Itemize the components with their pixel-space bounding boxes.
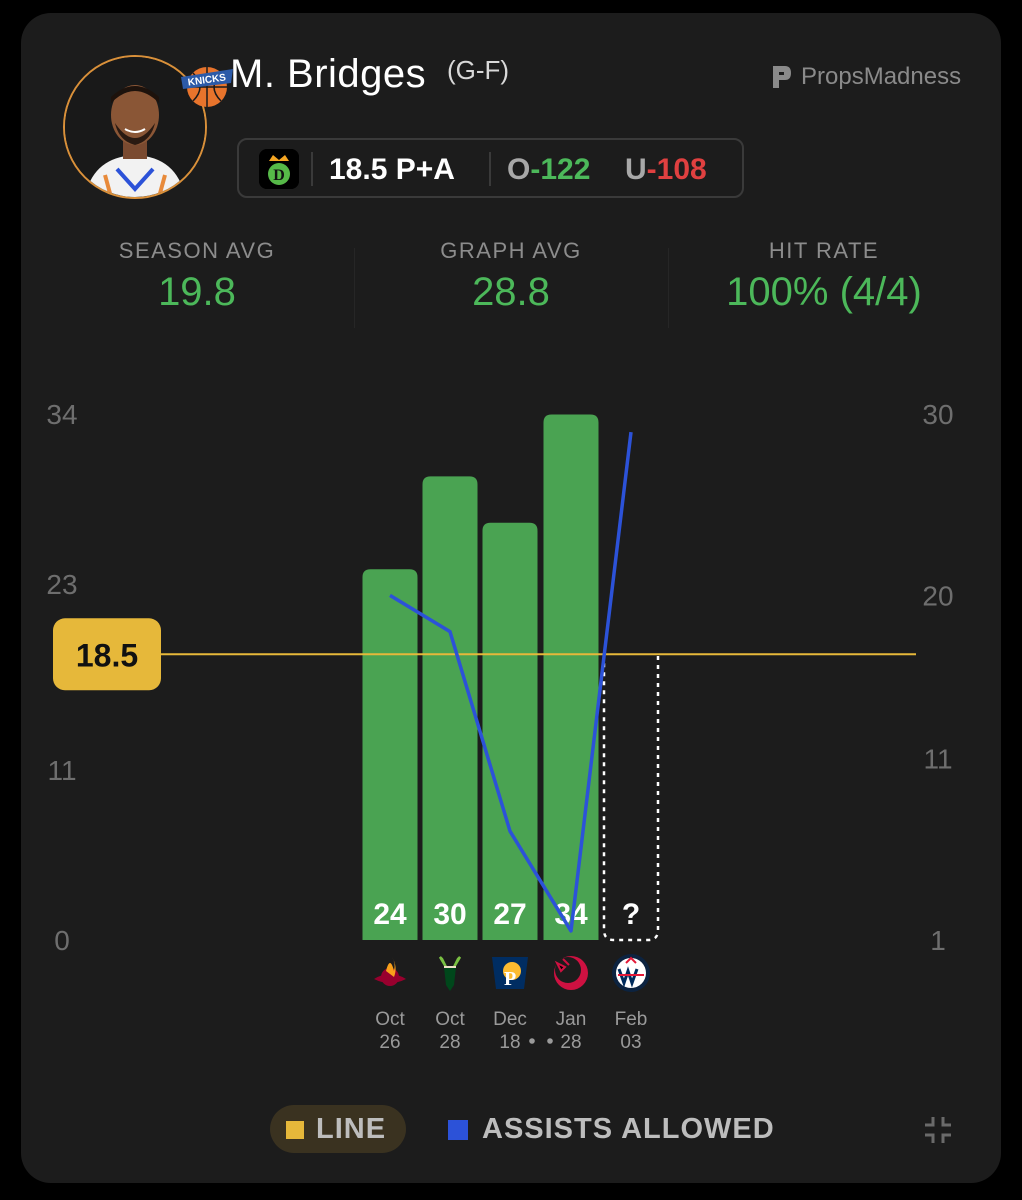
propsmadness-logo-icon <box>773 66 791 88</box>
date-day-label: 03 <box>620 1032 641 1053</box>
bar <box>362 569 418 940</box>
date-day-label: 26 <box>379 1032 400 1053</box>
wizards-logo-icon <box>612 954 650 992</box>
date-month-label: Jan <box>556 1009 587 1030</box>
right-axis-tick: 30 <box>922 399 953 430</box>
date-gap-dot <box>529 1038 535 1044</box>
under-odds: U-108 <box>625 153 707 186</box>
heat-logo-icon <box>374 957 406 986</box>
season-avg-value: 19.8 <box>158 270 236 314</box>
graph-avg: GRAPH AVG 28.8 <box>361 238 661 315</box>
season-avg: SEASON AVG 19.8 <box>47 238 347 315</box>
brand-name: PropsMadness <box>801 63 962 90</box>
legend-line-swatch <box>286 1121 304 1139</box>
brand: PropsMadness <box>771 63 961 91</box>
pending-bar <box>602 654 660 942</box>
svg-text:KNICKS: KNICKS <box>187 72 227 88</box>
player-name: M. Bridges <box>230 52 427 96</box>
bar <box>422 476 478 940</box>
date-month-label: Feb <box>615 1009 648 1030</box>
prop-line-label: 18.5 <box>76 637 138 673</box>
date-gap-dot <box>547 1038 553 1044</box>
right-axis-tick: 11 <box>923 744 952 775</box>
left-axis-tick: 0 <box>54 925 70 956</box>
bucks-logo-icon <box>438 956 462 991</box>
svg-text:P: P <box>504 968 516 990</box>
bar <box>482 522 538 940</box>
odds-box[interactable]: D 18.5 P+A O-122 U-108 <box>237 138 744 198</box>
assists-allowed-line <box>389 431 633 933</box>
raptors-logo-icon <box>554 956 588 990</box>
prop-line-badge <box>53 618 161 691</box>
stat-divider <box>668 248 669 328</box>
legend-line-label: LINE <box>316 1113 387 1145</box>
stat-divider <box>354 248 355 328</box>
odds-divider <box>489 152 491 186</box>
bar-value-label: ? <box>622 898 640 931</box>
hit-rate: HIT RATE 100% (4/4) <box>674 238 974 315</box>
left-axis-tick: 23 <box>46 569 77 600</box>
bar-value-label: 30 <box>433 898 466 931</box>
bar <box>543 414 599 940</box>
right-axis-tick: 1 <box>930 925 946 956</box>
player-position: (G-F) <box>447 55 510 85</box>
graph-avg-label: GRAPH AVG <box>440 238 582 263</box>
left-axis-tick: 34 <box>46 399 77 430</box>
date-day-label: 28 <box>560 1032 581 1053</box>
odds-divider <box>311 152 313 186</box>
hit-rate-label: HIT RATE <box>768 238 880 263</box>
bar-value-label: 24 <box>373 898 407 931</box>
over-odds: O-122 <box>507 153 591 186</box>
graph-avg-value: 28.8 <box>472 270 550 314</box>
season-avg-label: SEASON AVG <box>118 238 276 263</box>
hit-rate-value: 100% (4/4) <box>726 270 922 314</box>
right-axis-tick: 20 <box>922 580 953 611</box>
svg-text:D: D <box>273 167 285 184</box>
player-headshot <box>65 57 205 197</box>
date-month-label: Oct <box>435 1009 465 1030</box>
date-day-label: 18 <box>499 1032 520 1053</box>
bar-value-label: 27 <box>493 898 526 931</box>
legend-assists-swatch <box>448 1120 468 1140</box>
legend-assists-label[interactable]: ASSISTS ALLOWED <box>482 1113 775 1145</box>
collapse-icon[interactable] <box>923 1115 953 1145</box>
draftkings-logo-icon: D <box>259 149 299 189</box>
knicks-logo-icon: KNICKS <box>181 67 233 107</box>
pacers-logo-icon: P <box>492 957 528 990</box>
odds-line-label: 18.5 P+A <box>329 153 455 186</box>
date-month-label: Dec <box>493 1009 527 1030</box>
left-axis-tick: 11 <box>47 755 76 786</box>
date-day-label: 28 <box>439 1032 460 1053</box>
date-month-label: Oct <box>375 1009 405 1030</box>
